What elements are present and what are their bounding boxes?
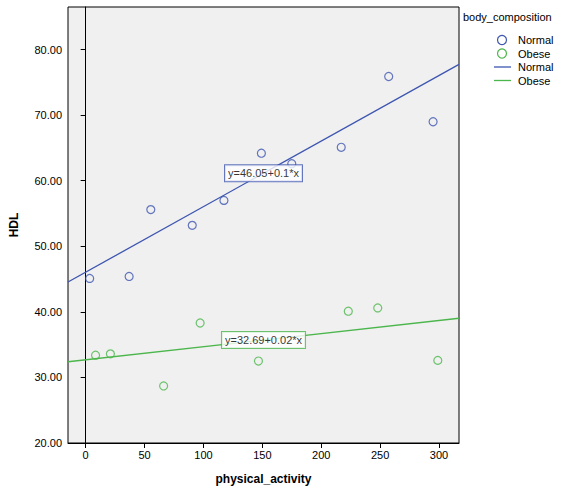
svg-text:60.00: 60.00 xyxy=(34,175,62,187)
svg-text:300: 300 xyxy=(430,449,448,461)
svg-text:Obese: Obese xyxy=(518,75,550,87)
svg-text:70.00: 70.00 xyxy=(34,109,62,121)
svg-text:50.00: 50.00 xyxy=(34,240,62,252)
svg-text:y=46.05+0.1*x: y=46.05+0.1*x xyxy=(228,167,299,179)
svg-text:80.00: 80.00 xyxy=(34,44,62,56)
svg-text:Normal: Normal xyxy=(518,34,553,46)
svg-text:HDL: HDL xyxy=(7,213,21,238)
svg-text:y=32.69+0.02*x: y=32.69+0.02*x xyxy=(225,334,303,346)
svg-text:Normal: Normal xyxy=(518,61,553,73)
svg-text:150: 150 xyxy=(253,449,271,461)
svg-text:30.00: 30.00 xyxy=(34,371,62,383)
svg-text:body_composition: body_composition xyxy=(463,11,552,23)
svg-text:200: 200 xyxy=(312,449,330,461)
svg-text:Obese: Obese xyxy=(518,48,550,60)
svg-text:0: 0 xyxy=(83,449,89,461)
svg-text:250: 250 xyxy=(371,449,389,461)
svg-text:20.00: 20.00 xyxy=(34,437,62,449)
svg-text:physical_activity: physical_activity xyxy=(215,472,311,486)
svg-text:40.00: 40.00 xyxy=(34,306,62,318)
svg-text:50: 50 xyxy=(138,449,150,461)
svg-text:100: 100 xyxy=(194,449,212,461)
